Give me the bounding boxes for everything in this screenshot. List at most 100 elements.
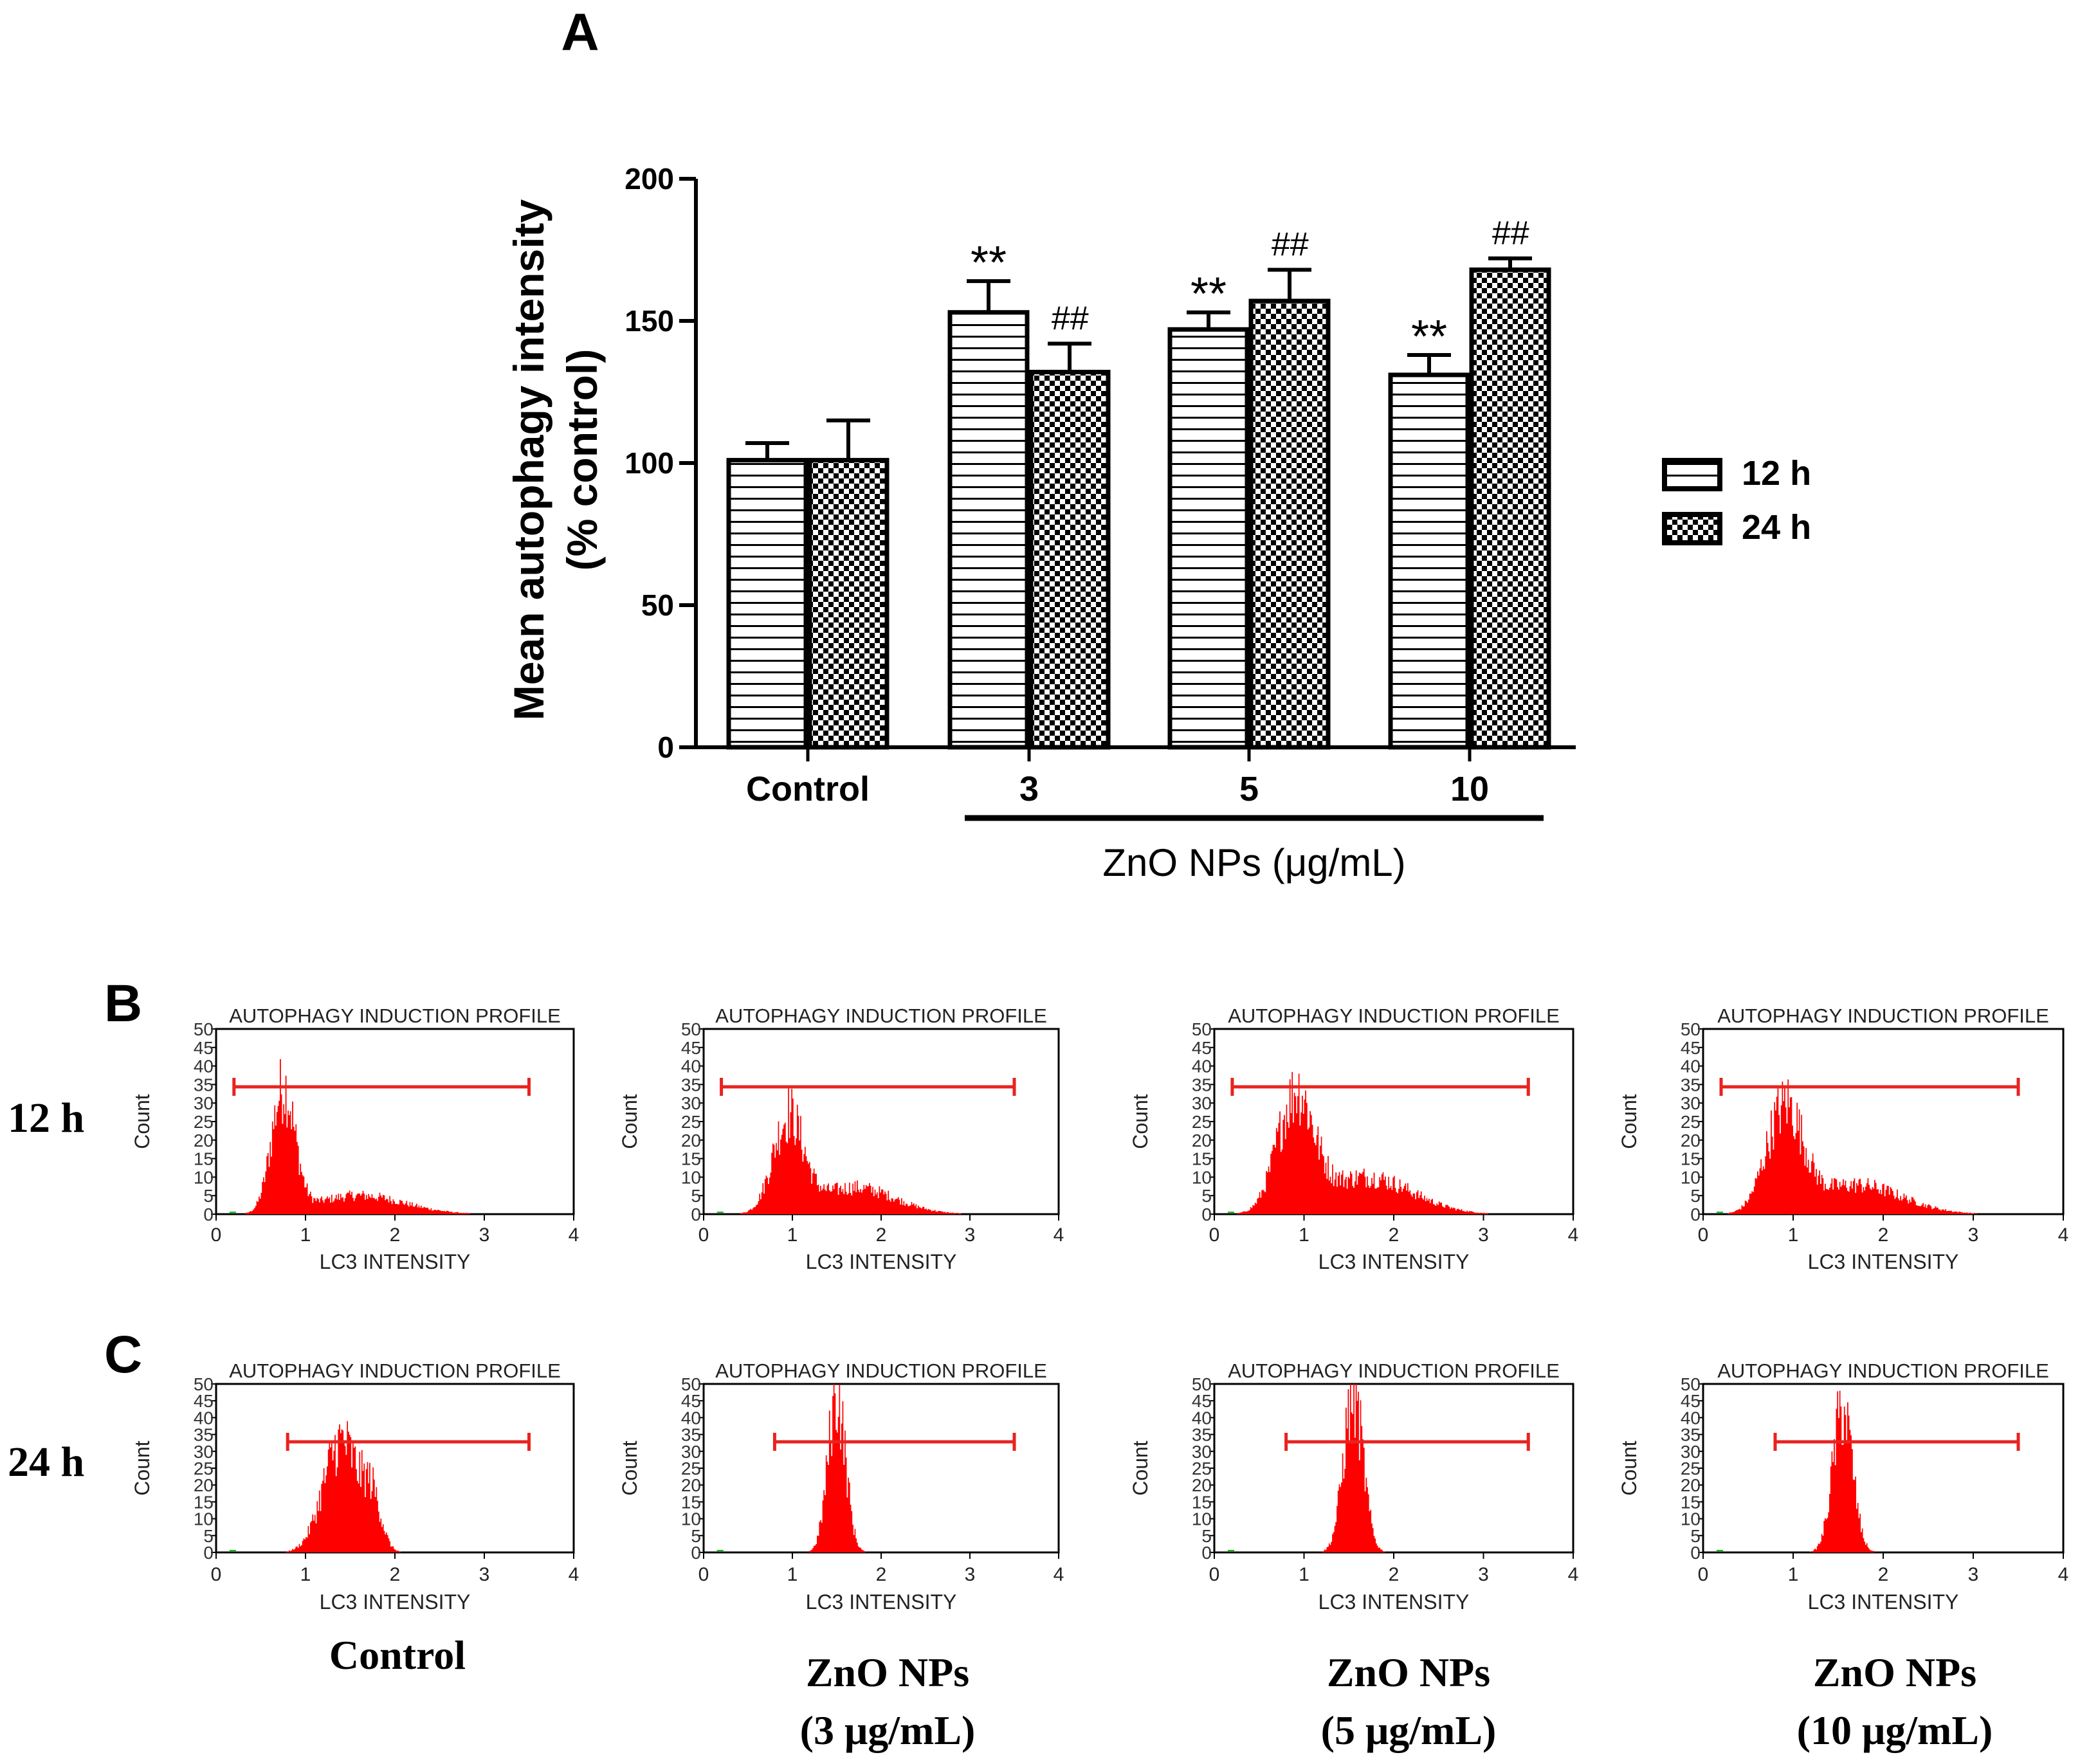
y-tick-label-100: 100 [625,446,674,480]
hist-y-tick-label: 50 [1192,1374,1212,1394]
hist-y-tick-label: 35 [1192,1425,1212,1445]
hist-y-tick-label: 40 [1192,1408,1212,1428]
histogram-title: AUTOPHAGY INDUCTION PROFILE [1228,1005,1560,1027]
hist-y-tick-label: 0 [1201,1205,1212,1224]
histogram-24h-1: AUTOPHAGY INDUCTION PROFILE0510152025303… [618,1359,1064,1614]
hist-y-tick-label: 25 [1192,1459,1212,1478]
hist-x-tick-label: 4 [1054,1224,1064,1246]
hist-y-tick-label: 35 [194,1075,214,1095]
hist-y-tick-label: 35 [1681,1425,1701,1445]
histogram-bars [704,1088,1059,1214]
hist-y-tick-label: 45 [1192,1391,1212,1411]
histogram-xlabel: LC3 INTENSITY [806,1590,957,1614]
hist-x-tick-label: 1 [787,1564,798,1585]
x-tick-label-3: 10 [1450,770,1489,808]
hist-y-tick-label: 45 [681,1391,701,1411]
hist-y-tick-label: 25 [681,1459,701,1478]
hist-y-tick-label: 50 [194,1374,214,1394]
histogram-ylabel: Count [1618,1094,1641,1149]
hist-y-tick-label: 20 [681,1131,701,1150]
histogram-bars [1214,1071,1573,1214]
histogram-24h-0: AUTOPHAGY INDUCTION PROFILE0510152025303… [131,1359,579,1614]
hist-y-tick-label: 5 [203,1526,214,1546]
sig-mark-12h-1: ** [971,237,1007,289]
bar-chart-ylabel: Mean autophagy intensity [505,199,552,720]
hist-x-tick-label: 4 [2058,1224,2069,1246]
legend-swatch-12h [1662,458,1722,491]
y-tick-label-0: 0 [657,731,674,764]
histogram-xlabel: LC3 INTENSITY [320,1250,471,1273]
hist-x-tick-label: 0 [698,1224,709,1246]
bar-24h-0 [807,458,889,750]
hist-y-tick-label: 0 [1690,1205,1701,1224]
y-tick-label-150: 150 [625,304,674,338]
histogram-ylabel: Count [618,1441,641,1496]
legend-label-12h: 12 h [1742,454,1811,493]
hist-x-tick-label: 2 [1389,1564,1400,1585]
histogram-minor-events [1227,1212,1234,1214]
histogram-minor-events [229,1550,236,1552]
legend-swatch-24h [1662,512,1722,545]
histogram-bars [1214,1384,1573,1552]
histogram-xlabel: LC3 INTENSITY [320,1590,471,1614]
bar-12h-2 [1167,327,1250,750]
sig-mark-24h-3: ## [1492,215,1529,252]
panel-c-label: C [104,1325,142,1384]
hist-y-tick-label: 50 [1681,1374,1701,1394]
hist-y-tick-label: 35 [681,1075,701,1095]
hist-y-tick-label: 5 [691,1526,701,1546]
hist-y-tick-label: 20 [1681,1131,1701,1150]
histogram-frame [1702,1383,2065,1554]
hist-x-tick-label: 4 [1054,1564,1064,1585]
hist-y-tick-label: 0 [203,1543,214,1563]
histogram-minor-events [229,1212,236,1214]
histogram-minor-events [1717,1212,1723,1214]
x-tick-label-0: Control [746,770,870,808]
hist-x-tick-label: 3 [1478,1564,1489,1585]
hist-x-tick-label: 2 [876,1224,887,1246]
bar-chart: 0 50 100 150 200 Control 3 ** ## 5 ** ## 10 ** ## [625,162,1576,821]
histogram-frame [702,1383,1060,1554]
histogram-ylabel: Count [131,1441,154,1496]
hist-y-tick-label: 40 [681,1408,701,1428]
hist-x-tick-label: 1 [1788,1224,1799,1246]
histogram-ylabel: Count [1618,1441,1641,1496]
hist-y-tick-label: 30 [1681,1093,1701,1113]
bar-chart-xlabel: ZnO NPs (μg/mL) [1102,841,1405,884]
hist-y-tick-label: 35 [194,1425,214,1445]
hist-y-tick-label: 20 [1192,1131,1212,1150]
hist-x-tick-label: 4 [2058,1564,2069,1585]
hist-y-tick-label: 30 [194,1093,214,1113]
caption-zno-10: ZnO NPs [1813,1650,1976,1695]
hist-y-tick-label: 50 [681,1374,701,1394]
histogram-grid: AUTOPHAGY INDUCTION PROFILE0510152025303… [131,1005,2068,1614]
histogram-12h-2: AUTOPHAGY INDUCTION PROFILE0510152025303… [1129,1005,1578,1273]
hist-y-tick-label: 10 [194,1509,214,1529]
histogram-24h-2: AUTOPHAGY INDUCTION PROFILE0510152025303… [1129,1359,1578,1614]
bar-24h-1 [1028,370,1111,750]
hist-y-tick-label: 45 [1681,1391,1701,1411]
hist-x-tick-label: 4 [1568,1224,1579,1246]
histogram-title: AUTOPHAGY INDUCTION PROFILE [229,1359,561,1382]
bar-12h-1 [947,310,1030,750]
hist-y-tick-label: 10 [1681,1167,1701,1187]
legend: 12 h 24 h [1662,454,1811,547]
histogram-24h-3: AUTOPHAGY INDUCTION PROFILE0510152025303… [1618,1359,2068,1614]
hist-y-tick-label: 15 [1681,1492,1701,1512]
hist-y-tick-label: 30 [681,1093,701,1113]
hist-y-tick-label: 40 [1681,1408,1701,1428]
caption-zno-3: ZnO NPs [806,1650,969,1695]
sig-mark-24h-1: ## [1051,300,1089,337]
hist-y-tick-label: 15 [1192,1492,1212,1512]
histogram-xlabel: LC3 INTENSITY [1808,1250,1959,1273]
hist-y-tick-label: 15 [1192,1149,1212,1169]
hist-x-tick-label: 4 [569,1564,579,1585]
caption-zno-3-conc: (3 μg/mL) [800,1707,976,1753]
hist-y-tick-label: 40 [1192,1057,1212,1077]
histogram-title: AUTOPHAGY INDUCTION PROFILE [1717,1359,2049,1382]
bar-12h-3 [1388,372,1470,750]
hist-y-tick-label: 35 [1681,1075,1701,1095]
caption-zno-10-conc: (10 μg/mL) [1797,1707,1993,1753]
hist-y-tick-label: 20 [681,1475,701,1495]
histogram-title: AUTOPHAGY INDUCTION PROFILE [715,1005,1047,1027]
